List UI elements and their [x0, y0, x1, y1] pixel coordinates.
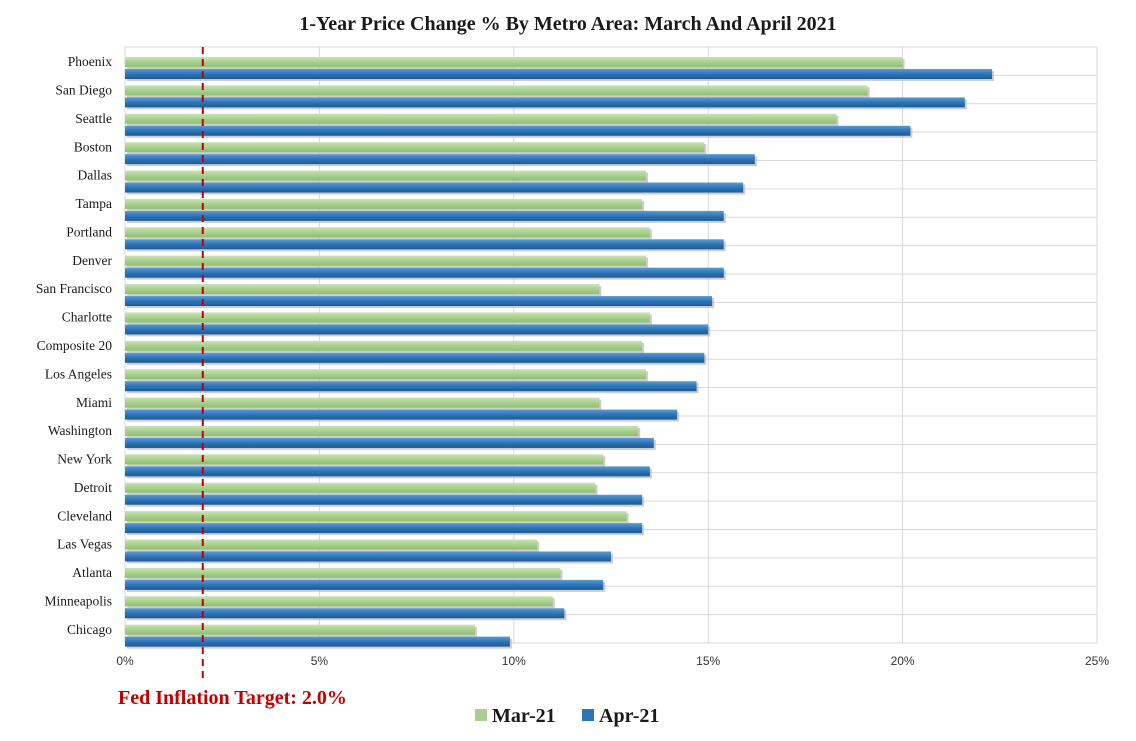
bar-mar-21-san-diego: [125, 85, 868, 96]
bar-mar-21-portland: [125, 227, 650, 238]
legend-swatch-mar-21: [475, 709, 487, 721]
x-tick-label: 25%: [1085, 654, 1109, 668]
bar-apr-21-dallas: [125, 182, 744, 193]
x-tick-label: 10%: [502, 654, 526, 668]
legend-label-apr-21: Apr-21: [599, 705, 659, 727]
bar-apr-21-detroit: [125, 494, 643, 505]
bar-apr-21-cleveland: [125, 523, 643, 534]
bar-apr-21-las-vegas: [125, 551, 611, 562]
bar-mar-21-atlanta: [125, 567, 561, 578]
category-label: Portland: [66, 224, 112, 239]
bar-apr-21-san-diego: [125, 97, 965, 108]
bar-mar-21-las-vegas: [125, 539, 538, 550]
bar-apr-21-phoenix: [125, 69, 993, 79]
bar-mar-21-chicago: [125, 624, 475, 635]
category-label: Chicago: [67, 622, 112, 637]
bar-mar-21-dallas: [125, 170, 646, 181]
category-label: Denver: [72, 253, 112, 268]
category-label: Charlotte: [62, 310, 112, 325]
bar-apr-21-portland: [125, 239, 724, 250]
category-label: Seattle: [75, 111, 112, 126]
x-tick-label: 5%: [311, 654, 329, 668]
bar-mar-21-cleveland: [125, 511, 627, 522]
category-label: New York: [57, 452, 112, 467]
bar-apr-21-los-angeles: [125, 381, 697, 392]
bar-mar-21-san-francisco: [125, 284, 600, 295]
bar-apr-21-seattle: [125, 125, 911, 136]
category-label: San Diego: [55, 83, 112, 98]
bar-apr-21-denver: [125, 267, 724, 278]
bar-mar-21-minneapolis: [125, 596, 553, 607]
bar-apr-21-atlanta: [125, 579, 604, 590]
bar-apr-21-san-francisco: [125, 296, 713, 307]
bar-apr-21-boston: [125, 154, 755, 165]
chart-title: 1-Year Price Change % By Metro Area: Mar…: [299, 13, 836, 35]
category-label: Minneapolis: [45, 593, 113, 608]
category-label: Cleveland: [57, 508, 112, 523]
bar-mar-21-miami: [125, 397, 600, 408]
bar-apr-21-composite-20: [125, 352, 705, 363]
category-label: Dallas: [78, 168, 113, 183]
legend-label-mar-21: Mar-21: [492, 705, 556, 727]
legend: Mar-21 Apr-21: [475, 705, 659, 727]
bar-mar-21-detroit: [125, 482, 596, 493]
bar-mar-21-charlotte: [125, 312, 650, 323]
fed-target-label: Fed Inflation Target: 2.0%: [118, 687, 347, 709]
bar-mar-21-denver: [125, 255, 646, 266]
bar-apr-21-minneapolis: [125, 608, 565, 619]
category-label: Los Angeles: [45, 366, 112, 381]
bar-apr-21-miami: [125, 409, 678, 420]
bar-mar-21-los-angeles: [125, 369, 646, 380]
bar-apr-21-new-york: [125, 466, 650, 477]
reference-line-group: Fed Inflation Target: 2.0%: [118, 47, 347, 709]
category-label: Atlanta: [72, 565, 112, 580]
bar-mar-21-seattle: [125, 113, 837, 124]
category-label: Composite 20: [37, 338, 113, 353]
bar-apr-21-tampa: [125, 210, 724, 221]
bar-mar-21-boston: [125, 142, 705, 153]
bar-apr-21-washington: [125, 437, 654, 448]
x-tick-label: 15%: [696, 654, 720, 668]
bars: [125, 57, 995, 649]
x-tick-label: 20%: [891, 654, 915, 668]
bar-mar-21-phoenix: [125, 57, 903, 67]
bar-mar-21-tampa: [125, 198, 643, 209]
category-label: Washington: [48, 423, 112, 438]
x-axis-tick-labels: 0% 5% 10% 15% 20% 25%: [116, 654, 1109, 668]
bar-mar-21-composite-20: [125, 340, 643, 351]
category-label: Las Vegas: [57, 537, 112, 552]
category-label: Tampa: [75, 196, 112, 211]
bar-apr-21-charlotte: [125, 324, 709, 335]
bar-apr-21-chicago: [125, 636, 510, 647]
category-label: Detroit: [74, 480, 112, 495]
category-label: Boston: [74, 139, 113, 154]
bar-mar-21-washington: [125, 425, 639, 436]
x-tick-label: 0%: [116, 654, 134, 668]
category-label: Miami: [76, 395, 112, 410]
category-label: San Francisco: [36, 281, 112, 296]
category-label: Phoenix: [68, 54, 113, 69]
category-labels: Phoenix San Diego Seattle Boston Dallas Tampa…: [36, 54, 113, 637]
legend-swatch-apr-21: [582, 709, 594, 721]
bar-mar-21-new-york: [125, 454, 604, 465]
